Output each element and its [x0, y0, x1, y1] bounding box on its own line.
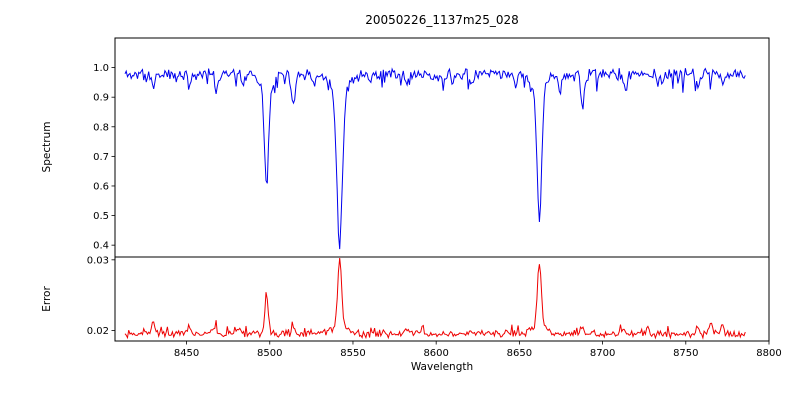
y-tick-label: 0.02	[87, 326, 109, 337]
chart-title: 20050226_1137m25_028	[365, 13, 519, 27]
error-axes-frame	[114, 256, 770, 342]
y-tick-label: 0.03	[87, 255, 109, 266]
x-tick-label: 8550	[340, 348, 365, 359]
y-tick-label: 0.7	[93, 152, 109, 163]
x-tick-label: 8600	[423, 348, 448, 359]
x-tick-label: 8650	[507, 348, 532, 359]
y-tick-label: 0.5	[93, 211, 109, 222]
y-tick-label: 1.0	[93, 63, 109, 74]
y-tick-label: 0.6	[93, 181, 109, 192]
x-tick-label: 8800	[756, 348, 781, 359]
spectrum-y-axis-label: Spectrum	[41, 121, 53, 173]
x-tick-label: 8750	[673, 348, 698, 359]
y-tick-label: 0.4	[93, 241, 109, 252]
y-tick-label: 0.9	[93, 93, 109, 104]
spectrum-axes-frame	[114, 37, 770, 258]
x-tick-label: 8450	[174, 348, 199, 359]
x-tick-label: 8500	[257, 348, 282, 359]
error-series-line	[124, 258, 746, 340]
y-tick-label: 0.8	[93, 122, 109, 133]
x-axis-label: Wavelength	[410, 361, 474, 373]
spectrum-series-line	[124, 67, 746, 250]
error-y-axis-label: Error	[41, 286, 53, 312]
x-tick-label: 8700	[590, 348, 615, 359]
